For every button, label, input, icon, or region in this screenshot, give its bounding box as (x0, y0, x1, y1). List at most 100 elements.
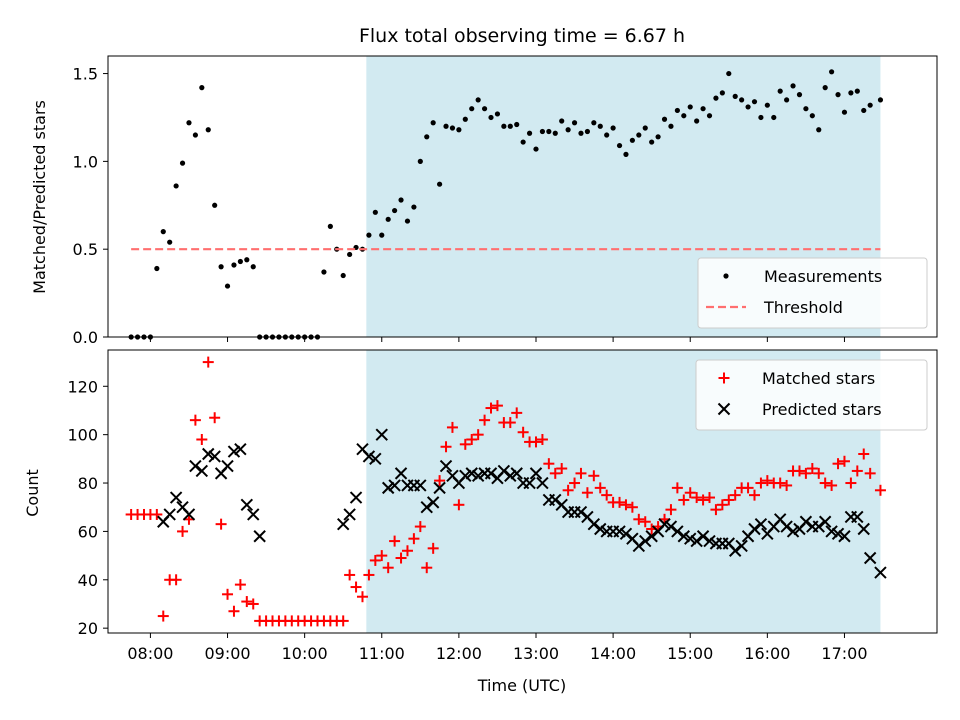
predicted-stars-point-47-b (536, 476, 549, 490)
measurements-point-9 (186, 120, 192, 126)
predicted-stars-point-29-b (420, 501, 433, 514)
matched-stars-point-33 (337, 615, 349, 627)
predicted-stars-point-36-b (465, 467, 478, 480)
measurements-point-85 (674, 107, 680, 114)
predicted-stars-point-37-b (471, 469, 485, 482)
matched-stars-point-47 (427, 542, 439, 554)
predicted-stars-point-85 (780, 520, 793, 533)
matched-stars-point-7 (170, 574, 182, 586)
matched-stars-point-101 (774, 477, 786, 489)
predicted-stars-point-45-b (523, 476, 536, 490)
matched-stars-point-70 (575, 467, 587, 479)
predicted-stars-point-10-b (221, 459, 234, 473)
x-axis-label: Time (UTC) (477, 676, 566, 695)
measurements-point-86 (681, 113, 687, 119)
legend-box (695, 359, 928, 431)
predicted-stars-point-90-b (812, 520, 825, 533)
predicted-stars-point-60 (619, 527, 633, 541)
x-tick-label-3: 11:00 (359, 644, 405, 663)
legend-swatch-predicted-stars (717, 402, 731, 416)
y-tick-label-2: 1.0 (73, 152, 98, 171)
predicted-stars-point-32-b (439, 459, 453, 473)
matched-stars-point-12 (202, 356, 214, 368)
y-tick-label-4: 100 (67, 426, 98, 445)
measurements-point-77 (623, 151, 629, 157)
predicted-stars-point-56-b (594, 522, 607, 536)
matched-stars-point-97 (748, 489, 760, 501)
predicted-stars-point-78 (735, 539, 748, 553)
predicted-stars-point-98 (863, 551, 877, 565)
matched-stars-point-84 (665, 504, 677, 516)
predicted-stars-point-33-b (446, 469, 459, 482)
measurements-point-82 (655, 134, 661, 140)
predicted-stars-point-1 (163, 508, 176, 521)
measurements-point-5 (160, 229, 166, 235)
predicted-stars-point-42 (504, 469, 517, 482)
x-tick-label-0: 08:00 (127, 644, 173, 663)
predicted-stars-point-97-b (857, 522, 870, 536)
measurements-point-53 (469, 106, 475, 112)
predicted-stars-point-4 (182, 508, 196, 521)
predicted-stars-point-97 (857, 522, 870, 536)
predicted-stars-point-7-b (202, 447, 215, 461)
predicted-stars-point-39-b (484, 467, 498, 480)
predicted-stars-point-20 (362, 450, 376, 463)
predicted-stars-point-73 (703, 534, 716, 548)
predicted-stars-point-99 (874, 566, 887, 579)
measurements-point-48 (437, 181, 443, 187)
predicted-stars-point-67-b (664, 520, 678, 533)
measurements-point-75 (610, 125, 616, 131)
predicted-stars-point-16-b (336, 517, 350, 531)
predicted-stars-point-41-b (497, 464, 511, 478)
predicted-stars-point-2 (169, 491, 183, 504)
legend-swatch-matched-stars (718, 372, 730, 384)
predicted-stars-point-23-b (381, 481, 395, 495)
measurements-point-68 (565, 127, 571, 133)
matched-stars-point-98 (755, 477, 767, 489)
predicted-stars-point-24-b (388, 479, 401, 492)
predicted-stars-point-81 (754, 517, 768, 531)
matched-stars-point-17 (234, 579, 246, 591)
predicted-stars-point-28 (414, 479, 427, 492)
measurements-point-108 (822, 85, 828, 91)
chart-title: Flux total observing time = 6.67 h (359, 25, 685, 47)
measurements-point-14 (218, 264, 224, 270)
measurements-point-78 (629, 137, 635, 143)
measurements-point-55 (481, 106, 488, 112)
predicted-stars-point-63 (639, 534, 652, 548)
matched-stars-point-10 (189, 414, 201, 426)
predicted-stars-point-10 (221, 459, 234, 473)
measurements-point-8 (179, 160, 186, 166)
predicted-stars-point-3-b (176, 501, 189, 514)
predicted-stars-point-69-b (677, 530, 691, 543)
measurements-point-79 (636, 132, 642, 138)
measurements-point-112 (848, 90, 854, 96)
measurements-point-11 (199, 85, 205, 91)
measurements-point-71 (584, 128, 591, 135)
predicted-stars-point-69 (677, 530, 691, 543)
predicted-stars-point-81-b (754, 517, 768, 531)
matched-stars-point-85 (671, 482, 683, 494)
measurements-point-72 (591, 120, 597, 126)
predicted-stars-point-11-b (227, 445, 241, 458)
predicted-stars-point-16 (336, 517, 350, 531)
measurements-point-52 (462, 116, 468, 122)
predicted-stars-point-29 (420, 501, 433, 514)
measurements-point-45 (417, 158, 423, 164)
matched-stars-point-91 (710, 504, 722, 516)
measurements-point-47 (430, 120, 436, 126)
predicted-stars-point-80 (748, 522, 761, 536)
matched-stars-point-39 (376, 550, 388, 562)
matched-stars-point-41 (389, 535, 401, 547)
measurements-point-31 (327, 223, 333, 229)
measurements-point-102 (784, 97, 790, 103)
legend-swatch-predicted-stars-b (717, 402, 731, 416)
predicted-stars-point-4-b (182, 508, 196, 521)
measurements-point-66 (552, 130, 558, 136)
y-tick-label-1: 0.5 (73, 240, 98, 259)
matched-stars-point-56 (485, 402, 497, 414)
matched-stars-point-109 (826, 479, 838, 491)
matched-stars-point-38 (369, 554, 381, 566)
matched-stars-point-76 (614, 496, 626, 508)
